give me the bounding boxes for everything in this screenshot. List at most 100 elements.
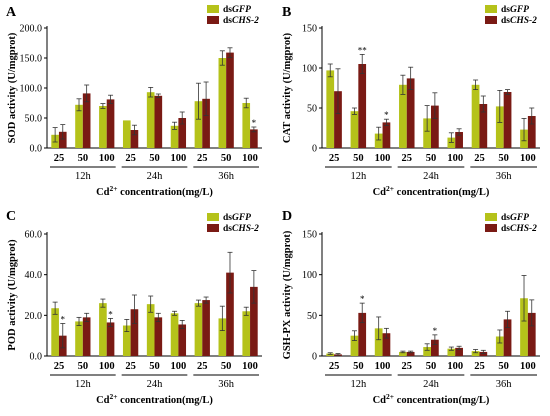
bar: [479, 104, 488, 148]
x-tick-label: 50: [221, 153, 232, 164]
bar: [75, 104, 83, 148]
bar: [495, 336, 504, 356]
bar: [218, 318, 227, 356]
x-tick-label: 100: [242, 361, 258, 372]
bar: [99, 106, 107, 148]
legend-prefix: ds: [223, 213, 232, 223]
x-tick-label: 100: [242, 153, 258, 164]
legend-swatch: [207, 5, 219, 13]
legend-label: dsGFP: [223, 5, 251, 15]
bar: [350, 335, 359, 356]
group-label: 12h: [75, 379, 92, 390]
x-tick-label: 25: [329, 153, 340, 164]
bar: [374, 133, 383, 148]
bar: [423, 347, 431, 356]
y-tick-label: 150: [302, 230, 317, 241]
y-tick-label: 0.0: [30, 352, 43, 363]
panel-C: C POD activity (U/mgprot) 0.0 20.0 40.0 60.0 *…: [6, 209, 262, 406]
x-tick-label: 25: [402, 361, 413, 372]
group-label: 24h: [147, 171, 164, 182]
x-axis-title-sup: 2+: [386, 184, 394, 193]
x-tick-label: 25: [197, 361, 208, 372]
x-tick-label: 50: [498, 361, 509, 372]
bar: [527, 116, 536, 148]
legend-italic: CHS-2: [232, 224, 259, 234]
bar: [170, 313, 179, 356]
x-tick-label: 50: [426, 153, 437, 164]
significance-mark: **: [358, 45, 368, 55]
x-axis-title-sup: 2+: [110, 184, 118, 193]
legend-label: dsCHS-2: [501, 224, 537, 234]
x-tick-label: 100: [375, 361, 391, 372]
y-tick-label: 50: [307, 311, 317, 322]
y-tick-label: 60.0: [25, 230, 43, 241]
x-axis-title-rest: concentration(mg/L): [118, 187, 214, 198]
significance-mark: *: [360, 294, 365, 304]
group-label: 36h: [218, 171, 235, 182]
group-label: 24h: [147, 379, 164, 390]
x-tick-label: 100: [447, 153, 463, 164]
y-axis-title: GSH-PX activity (U/mgprot): [282, 230, 293, 359]
x-tick-label: 50: [221, 361, 232, 372]
bar: [479, 351, 488, 356]
bar: [75, 321, 83, 356]
bar: [326, 70, 335, 148]
x-tick-label: 100: [99, 361, 115, 372]
bar: [130, 309, 139, 356]
x-tick-label: 50: [353, 361, 364, 372]
y-tick-label: 200.0: [20, 24, 43, 35]
bar: [242, 311, 251, 356]
significance-mark: *: [108, 309, 113, 319]
x-tick-label: 25: [474, 361, 485, 372]
y-tick-label: 0: [312, 144, 317, 155]
bar: [154, 95, 163, 148]
legend-label: dsCHS-2: [501, 16, 537, 26]
bar: [455, 347, 463, 356]
bar: [202, 98, 210, 148]
bar: [226, 272, 234, 356]
y-tick-label: 0.0: [30, 144, 43, 155]
x-tick-label: 100: [520, 153, 536, 164]
x-tick-label: 25: [54, 153, 65, 164]
legend-prefix: ds: [223, 5, 232, 15]
x-axis-title-rest: concentration(mg/L): [394, 187, 490, 198]
x-axis-title: Cd2+ concentration(mg/L): [96, 184, 213, 198]
y-tick-label: 100: [302, 270, 317, 281]
legend-label: dsGFP: [501, 5, 529, 15]
bar: [226, 52, 234, 148]
bar: [146, 304, 155, 356]
legend-italic: GFP: [510, 5, 529, 15]
y-axis-title: CAT activity (U/mgprot): [282, 32, 293, 143]
significance-mark: *: [384, 110, 389, 120]
x-tick-label: 50: [353, 153, 364, 164]
y-tick-label: 0: [312, 352, 317, 363]
bar: [51, 308, 59, 356]
legend-label: dsCHS-2: [223, 224, 259, 234]
bar: [82, 317, 91, 356]
bar: [122, 325, 131, 356]
x-tick-label: 25: [329, 361, 340, 372]
legend-prefix: ds: [223, 16, 232, 26]
panel-label: B: [282, 5, 291, 20]
bar: [447, 137, 456, 148]
bar: [218, 58, 227, 148]
legend-prefix: ds: [501, 213, 510, 223]
bar: [99, 303, 107, 356]
x-axis-title-cd: Cd: [373, 187, 387, 198]
x-tick-label: 100: [171, 361, 187, 372]
x-axis-title: Cd2+ concentration(mg/L): [96, 392, 213, 406]
bar: [382, 333, 391, 356]
significance-mark: *: [61, 314, 66, 324]
x-axis-title-cd: Cd: [96, 187, 110, 198]
bar: [130, 130, 139, 148]
x-tick-label: 25: [125, 361, 136, 372]
legend-label: dsGFP: [501, 213, 529, 223]
x-axis-title-sup: 2+: [386, 392, 394, 401]
bar: [146, 92, 155, 148]
significance-mark: *: [252, 118, 257, 128]
legend-italic: CHS-2: [510, 224, 537, 234]
bar: [471, 84, 480, 148]
bar: [358, 64, 367, 148]
